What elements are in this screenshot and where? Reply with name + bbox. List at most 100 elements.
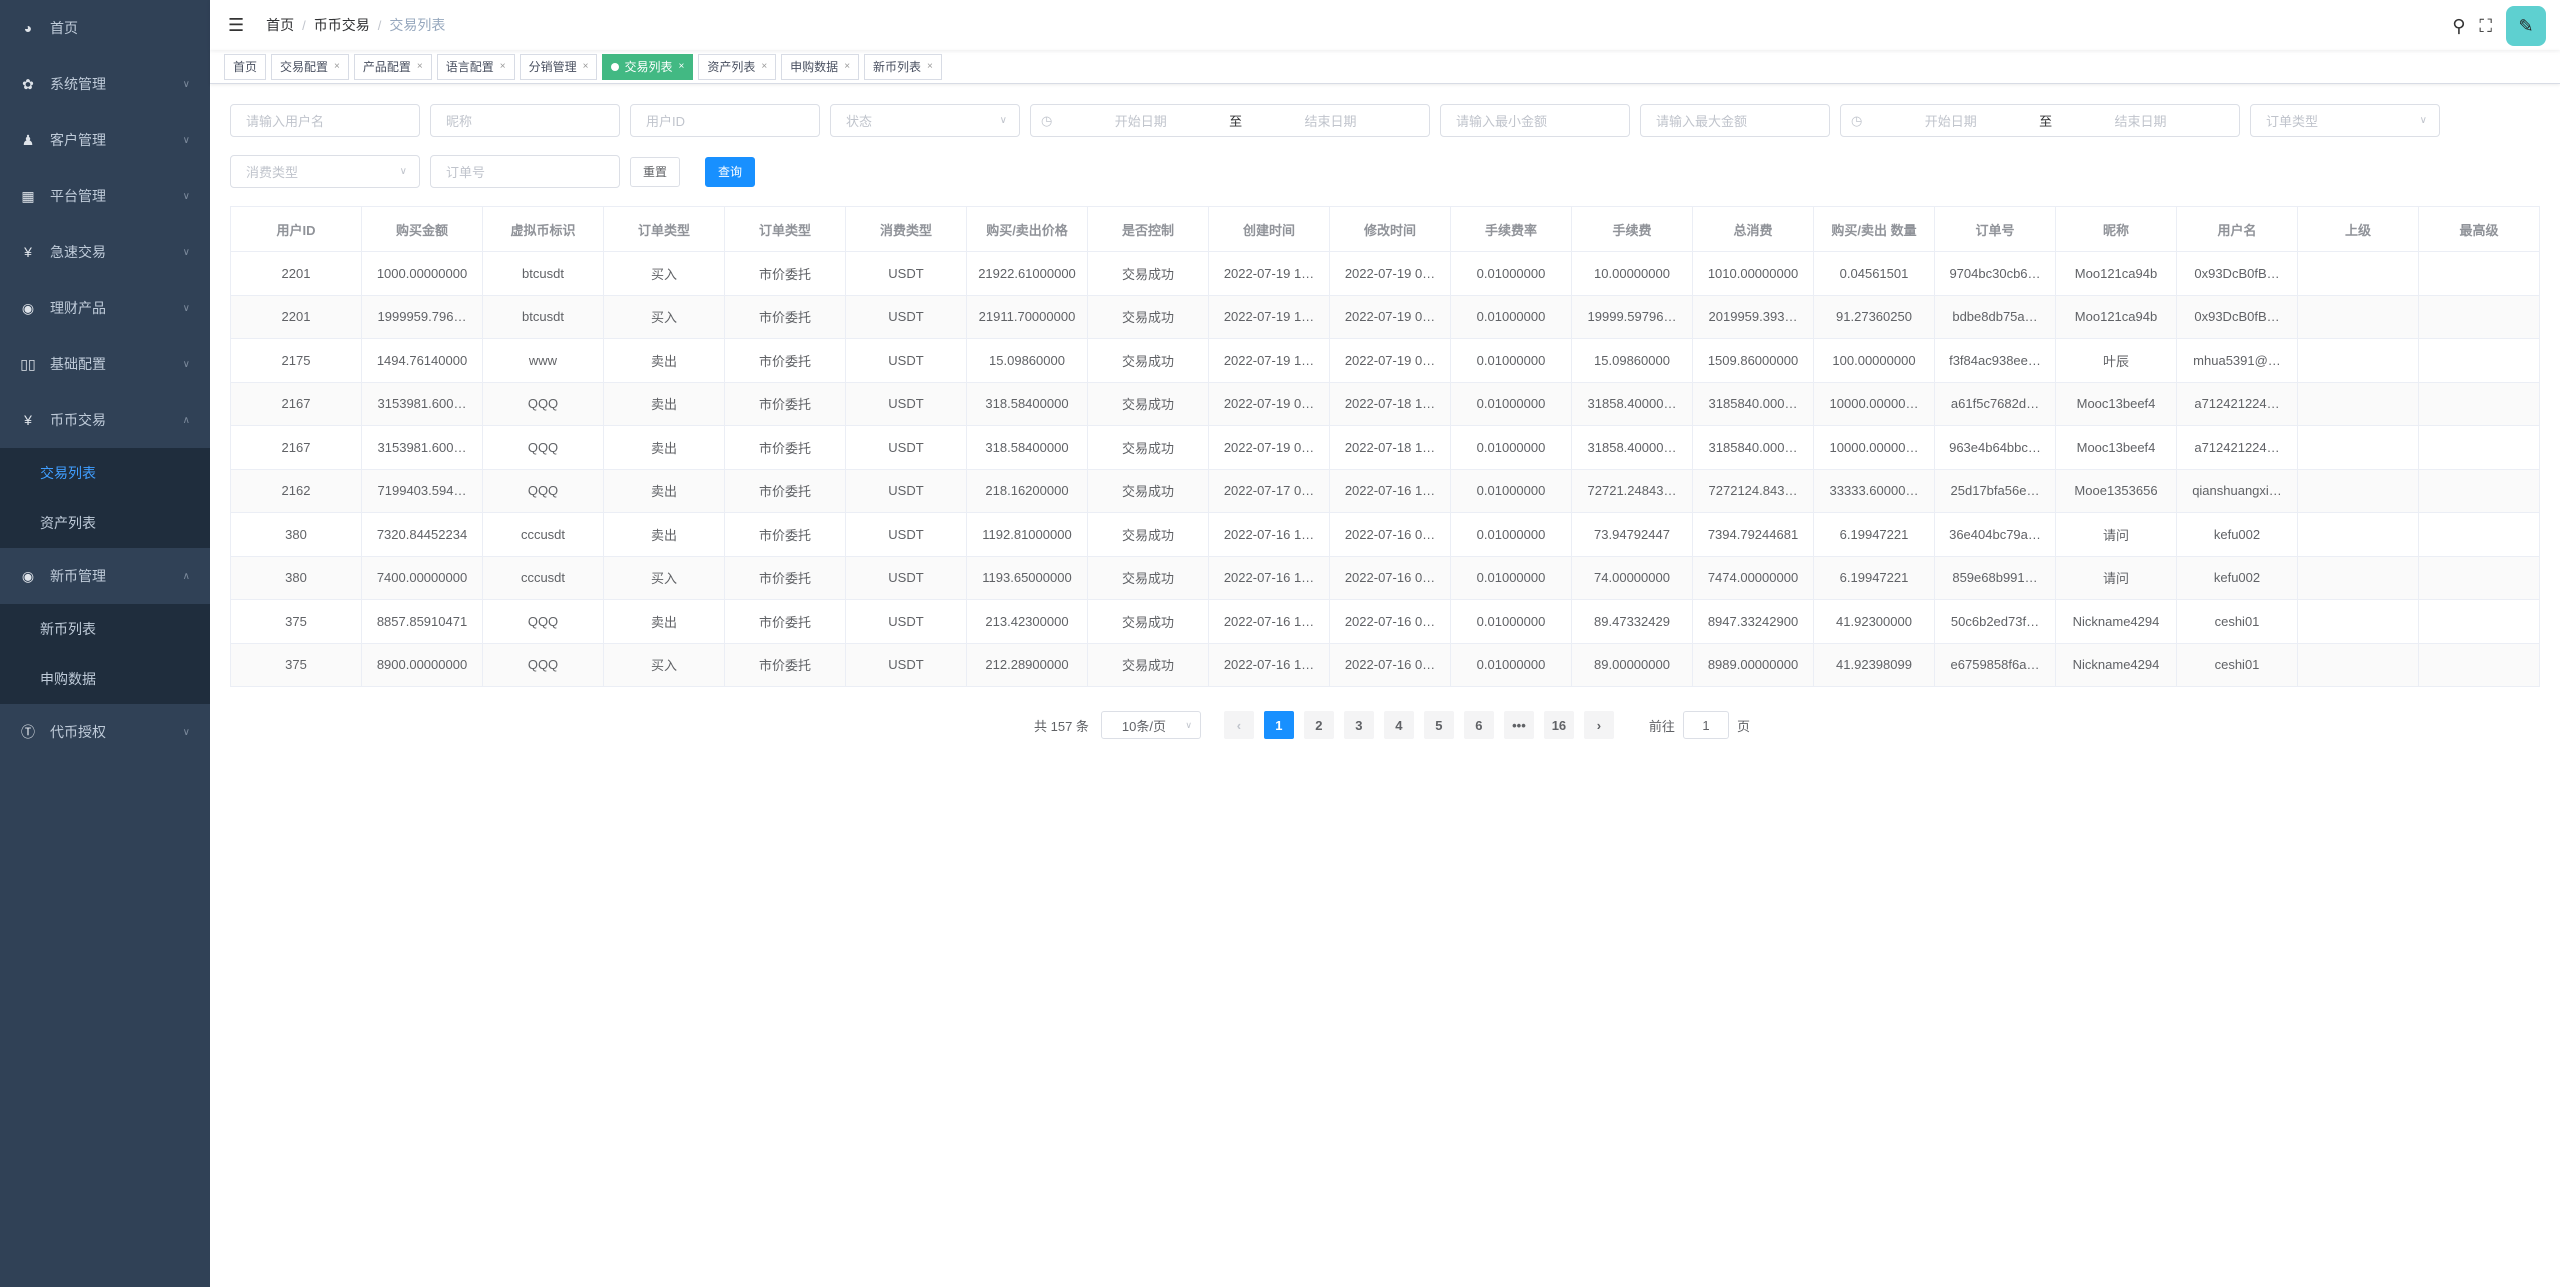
date-range-picker-2[interactable]: ◷ 开始日期 至 结束日期 [1840, 104, 2240, 137]
status-select[interactable]: 状态 ∨ [830, 104, 1020, 137]
table-cell: www [482, 338, 604, 383]
table-row[interactable]: 2201 1000.00000000 btcusdt 买入 市价委托 USDT 21922.… [230, 251, 2540, 296]
table-row[interactable]: 2162 7199403.594… QQQ 卖出 市价委托 USDT 218.1620000… [230, 468, 2540, 513]
submenu-item[interactable]: 交易列表 [40, 465, 96, 481]
page-size-select[interactable]: 10条/页 ∨ [1100, 711, 1201, 739]
tag-0[interactable]: 首页 [224, 53, 267, 80]
page-button[interactable]: 6 [1463, 711, 1494, 739]
goto-page-input[interactable]: 1 [1682, 711, 1729, 739]
search-icon[interactable]: ⚲ [2452, 15, 2466, 36]
table-cell: 2022-07-16 0… [1329, 555, 1451, 600]
table-cell: 7272124.843… [1692, 468, 1814, 513]
table-cell: 19999.59796… [1571, 294, 1693, 339]
submenu-item[interactable]: 新币列表 [40, 621, 96, 637]
page-button[interactable]: 2 [1303, 711, 1334, 739]
table-row[interactable]: 2175 1494.76140000 www 卖出 市价委托 USDT 15.0986000… [230, 338, 2540, 383]
table-row[interactable]: 375 8857.85910471 QQQ 卖出 市价委托 USDT 213.4230000… [230, 599, 2540, 644]
submenu: 交易列表 资产列表 [0, 448, 210, 548]
reset-button[interactable]: 重置 [630, 156, 681, 187]
table-cell: 91.27360250 [1813, 294, 1935, 339]
order-no-input[interactable]: 订单号 [430, 155, 620, 188]
tag-5[interactable]: 交易列表 × [602, 53, 694, 80]
sidebar-item[interactable]: ◉ 新币管理 ∧ [0, 548, 210, 604]
table-cell [2418, 599, 2540, 644]
table-row[interactable]: 380 7320.84452234 cccusdt 卖出 市价委托 USDT 1192.81… [230, 512, 2540, 557]
table-cell: 2162 [230, 468, 362, 513]
table-cell: QQQ [482, 425, 604, 470]
chevron-icon: ∨ [182, 190, 190, 202]
tag-3[interactable]: 语言配置 × [436, 53, 515, 80]
username-input[interactable]: 请输入用户名 [230, 104, 420, 137]
end-date: 结束日期 [2114, 114, 2167, 129]
close-icon[interactable]: × [678, 61, 685, 72]
table-cell: ceshi01 [2176, 599, 2298, 644]
breadcrumb-coin-trade[interactable]: 币币交易 [313, 17, 370, 33]
table-cell: 8989.00000000 [1692, 642, 1814, 687]
table-cell [2297, 555, 2419, 600]
close-icon[interactable]: × [334, 61, 340, 72]
clock-icon: ◷ [1851, 112, 1863, 128]
tag-1[interactable]: 交易配置 × [271, 53, 349, 80]
sidebar-item[interactable]: ¥ 币币交易 ∧ [0, 392, 210, 448]
tag-8[interactable]: 新币列表 × [864, 53, 942, 80]
table-row[interactable]: 2167 3153981.600… QQQ 卖出 市价委托 USDT 318.5840000… [230, 381, 2540, 426]
close-icon[interactable]: × [416, 61, 423, 72]
min-amount-input[interactable]: 请输入最小金额 [1440, 104, 1630, 137]
table-row[interactable]: 380 7400.00000000 cccusdt 买入 市价委托 USDT 1193.65… [230, 555, 2540, 600]
table-cell: 31858.40000… [1571, 381, 1693, 426]
sidebar-item[interactable]: ¥ 急速交易 ∨ [0, 224, 210, 280]
tag-7[interactable]: 申购数据 × [781, 53, 860, 80]
close-icon[interactable]: × [927, 61, 933, 72]
close-icon[interactable]: × [582, 61, 589, 72]
page-button[interactable]: ••• [1503, 711, 1534, 739]
table-cell: USDT [845, 338, 967, 383]
close-icon[interactable]: × [499, 61, 506, 72]
sidebar-item[interactable]: ◉ 理财产品 ∨ [0, 280, 210, 336]
page-button[interactable]: 5 [1423, 711, 1454, 739]
ring-icon: ◉ [21, 299, 35, 316]
submenu-item[interactable]: 申购数据 [40, 671, 96, 687]
max-amount-input[interactable]: 请输入最大金额 [1640, 104, 1830, 137]
submenu-item[interactable]: 资产列表 [40, 515, 96, 531]
next-page-button[interactable]: › [1583, 711, 1614, 739]
table-cell: 380 [230, 555, 362, 600]
user-id-placeholder: 用户ID [646, 114, 686, 129]
sidebar-item[interactable]: ♟ 客户管理 ∨ [0, 112, 210, 168]
close-icon[interactable]: × [761, 61, 768, 72]
prev-page-button[interactable]: ‹ [1223, 711, 1254, 739]
book-icon: ▯▯ [20, 355, 36, 372]
hamburger-icon[interactable]: ☰ [228, 14, 245, 35]
tag-4[interactable]: 分销管理 × [519, 53, 598, 80]
table-row[interactable]: 2167 3153981.600… QQQ 卖出 市价委托 USDT 318.5840000… [230, 425, 2540, 470]
clock-icon: ◷ [1041, 112, 1053, 128]
order-type-select[interactable]: 订单类型 ∨ [2250, 104, 2440, 137]
sidebar-item[interactable]: ◕ 首页 [0, 0, 210, 56]
breadcrumb-current: 交易列表 [389, 17, 446, 33]
avatar[interactable]: ✎ [2506, 6, 2546, 46]
table-cell: 213.42300000 [966, 599, 1088, 644]
table-cell: 3185840.000… [1692, 381, 1814, 426]
date-range-picker[interactable]: ◷ 开始日期 至 结束日期 [1030, 104, 1430, 137]
table-row[interactable]: 375 8900.00000000 QQQ 买入 市价委托 USDT 212.2890000… [230, 642, 2540, 687]
page-button[interactable]: 3 [1343, 711, 1374, 739]
sidebar-item[interactable]: ▦ 平台管理 ∨ [0, 168, 210, 224]
table-cell: 10000.00000… [1813, 425, 1935, 470]
sidebar-item[interactable]: ✿ 系统管理 ∨ [0, 56, 210, 112]
sidebar-item[interactable]: ▯▯ 基础配置 ∨ [0, 336, 210, 392]
token-icon: Ⓣ [21, 724, 35, 740]
consume-type-select[interactable]: 消费类型 ∨ [230, 155, 420, 188]
fullscreen-icon[interactable]: ⛶ [2479, 15, 2492, 36]
sidebar-item[interactable]: Ⓣ 代币授权 ∨ [0, 704, 210, 760]
close-icon[interactable]: × [844, 61, 851, 72]
breadcrumb-home[interactable]: 首页 [266, 17, 295, 33]
table-row[interactable]: 2201 1999959.796… btcusdt 买入 市价委托 USDT 21911.7… [230, 294, 2540, 339]
page-button[interactable]: 4 [1383, 711, 1414, 739]
tag-6[interactable]: 资产列表 × [698, 53, 777, 80]
column-header: 虚拟币标识 [482, 206, 604, 252]
nickname-input[interactable]: 昵称 [430, 104, 620, 137]
page-button[interactable]: 16 [1543, 711, 1574, 739]
query-button[interactable]: 查询 [705, 156, 756, 187]
user-id-input[interactable]: 用户ID [630, 104, 820, 137]
tag-2[interactable]: 产品配置 × [353, 53, 432, 80]
page-button[interactable]: 1 [1263, 711, 1294, 739]
